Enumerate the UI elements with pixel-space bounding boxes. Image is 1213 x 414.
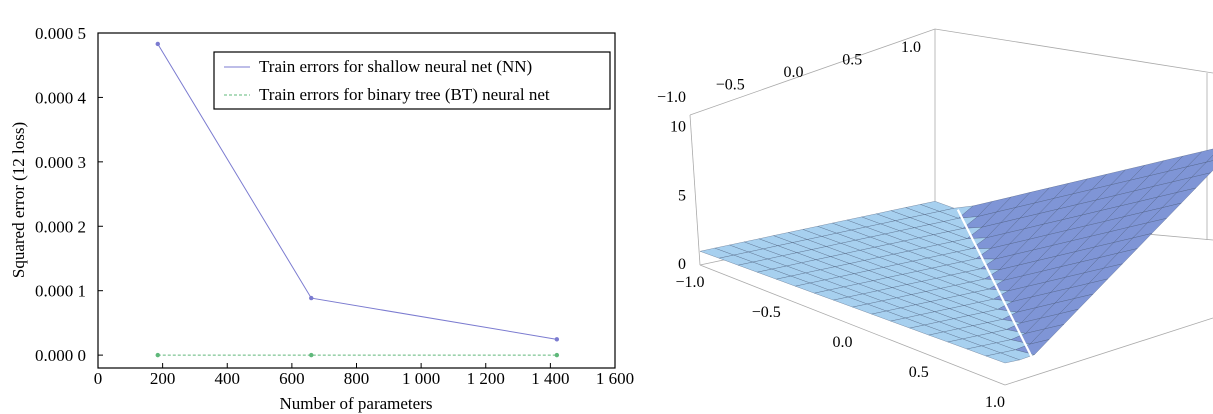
x-axis-tick-label: −1.0 xyxy=(675,274,704,291)
x-tick-label: 200 xyxy=(150,369,176,388)
bounding-box-front xyxy=(699,264,1213,386)
y-axis-ticks: 0.000 0 0.000 1 0.000 2 0.000 3 0.000 4 0.000… xyxy=(35,24,103,365)
data-point xyxy=(155,352,160,358)
surface-face xyxy=(1205,154,1213,163)
legend-label-bt: Train errors for binary tree (BT) neural… xyxy=(259,85,550,104)
y-axis-tick-label: 1.0 xyxy=(901,39,921,56)
x-axis-label: Number of parameters xyxy=(280,394,433,413)
legend-label-nn: Train errors for shallow neural net (NN) xyxy=(259,57,532,76)
line-chart: 0 200 400 600 800 1 000 1 200 1 400 1 600 0.000 … xyxy=(9,24,634,413)
legend-box xyxy=(213,51,611,110)
data-point xyxy=(309,295,314,301)
x-tick-label: 1 400 xyxy=(531,369,569,388)
surface-axis-ticks: −1.0 −0.5 0.0 0.5 1.0 −1.0 −0.5 0.0 0.5 1.0 0 5 10 xyxy=(657,39,1005,411)
z-axis-tick-label: 10 xyxy=(670,119,686,136)
z-axis-tick-label: 0 xyxy=(678,256,686,273)
y-tick-label: 0.000 3 xyxy=(35,153,86,172)
y-tick-label: 0.000 1 xyxy=(35,282,86,301)
x-tick-label: 1 200 xyxy=(467,369,505,388)
x-tick-label: 0 xyxy=(94,369,103,388)
y-axis-tick-label: 0.0 xyxy=(784,64,804,81)
series-layer xyxy=(155,41,560,358)
x-tick-label: 600 xyxy=(279,369,305,388)
y-tick-label: 0.000 0 xyxy=(35,346,86,365)
x-tick-label: 800 xyxy=(344,369,370,388)
data-point xyxy=(554,337,560,342)
y-axis-tick-label: 0.5 xyxy=(842,52,862,69)
z-axis-tick-label: 5 xyxy=(678,187,686,204)
x-axis-tick-label: 0.5 xyxy=(909,364,929,381)
data-point xyxy=(554,352,560,358)
y-axis-label: Squared error (12 loss) xyxy=(9,122,28,278)
surface-mesh xyxy=(699,148,1213,364)
x-axis-tick-label: −0.5 xyxy=(752,304,781,321)
legend: Train errors for shallow neural net (NN)… xyxy=(213,51,611,110)
x-tick-label: 1 000 xyxy=(402,369,440,388)
x-axis-tick-label: 1.0 xyxy=(985,394,1005,411)
surface-face xyxy=(984,352,1021,364)
y-axis-tick-label: −0.5 xyxy=(716,77,745,94)
x-tick-label: 400 xyxy=(215,369,241,388)
y-axis-tick-label: −1.0 xyxy=(657,89,686,106)
y-tick-label: 0.000 2 xyxy=(35,217,86,236)
data-point xyxy=(309,352,314,358)
surface-plot: −1.0 −0.5 0.0 0.5 1.0 −1.0 −0.5 0.0 0.5 1.0 0 5 10 xyxy=(657,28,1213,411)
surface-ridge xyxy=(956,209,1033,358)
y-tick-label: 0.000 5 xyxy=(35,24,86,43)
x-axis-ticks: 0 200 400 600 800 1 000 1 200 1 400 1 600 xyxy=(94,363,634,388)
y-tick-label: 0.000 4 xyxy=(35,88,87,107)
data-point xyxy=(155,41,160,47)
x-tick-label: 1 600 xyxy=(596,369,634,388)
x-axis-tick-label: 0.0 xyxy=(833,334,853,351)
